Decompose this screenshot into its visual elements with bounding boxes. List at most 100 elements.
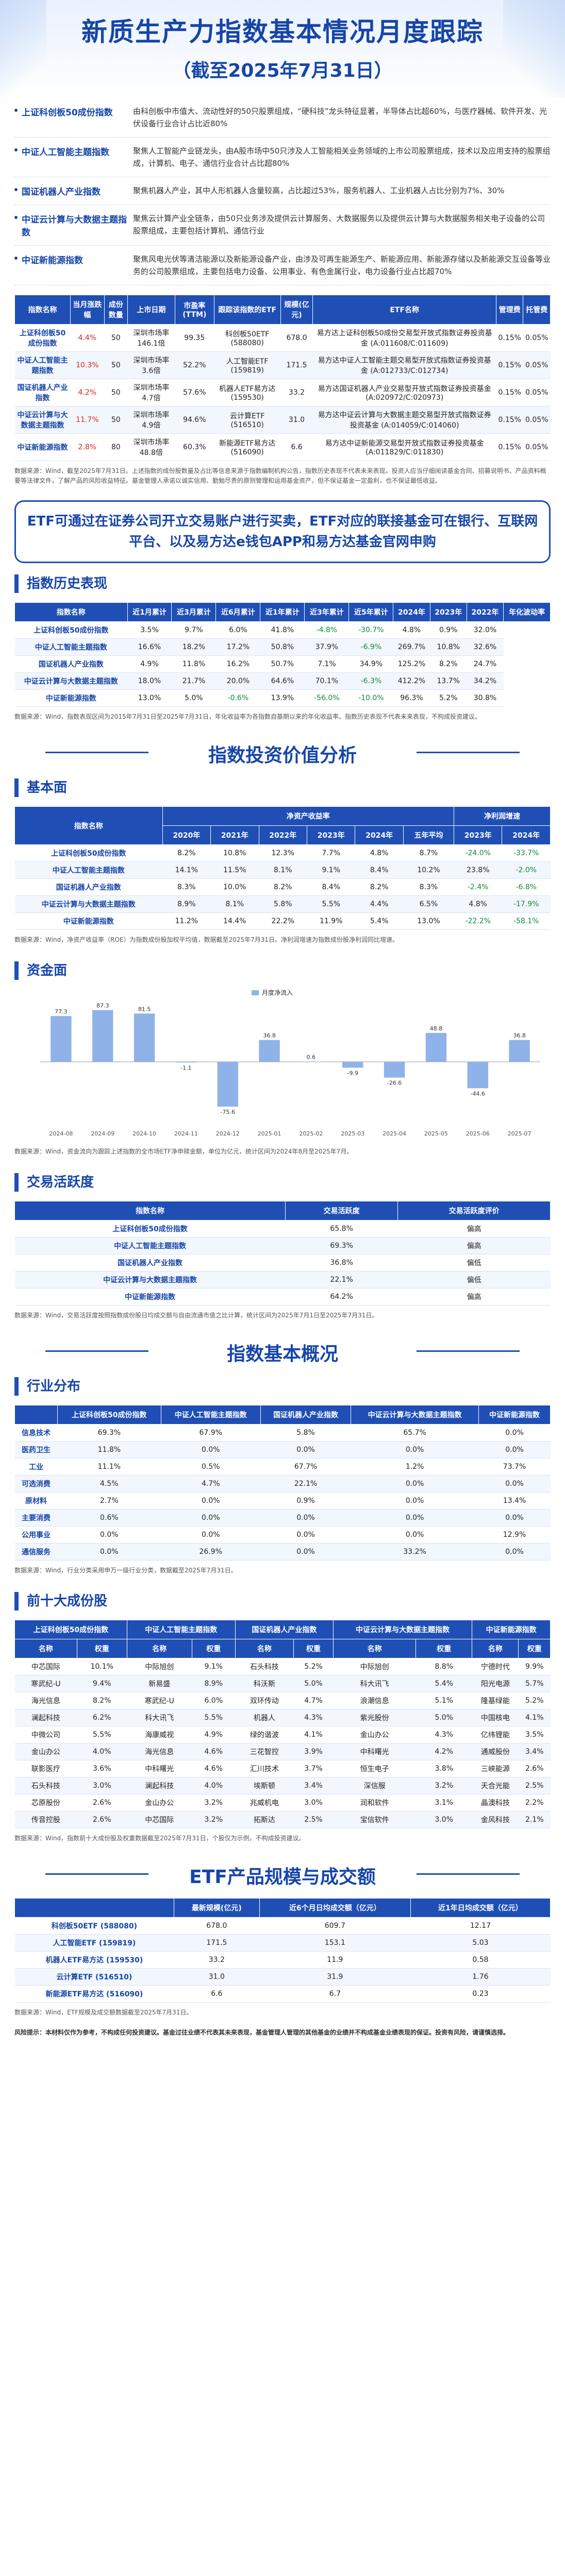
table-row: 寒武纪-U 9.4% 新易盛 8.9% 科沃斯 5.0% 科大讯飞 5.4% 阳光电源 5.7% [14,1675,551,1692]
table-header-cell: 指数名称 [14,295,71,325]
returns-table-wrap: 指数名称 净资产收益率 净利润增速 2020年 2021年 2022年 2023年 20… [0,806,565,930]
table-cell: 0.0% [260,1526,351,1544]
table-cell: 8.4% [355,861,404,879]
returns-note: 数据来源：Wind，净资产收益率（ROE）为指数成份股加权平均值，数据截至202… [14,936,398,943]
table-cell: 9.7% [171,621,216,639]
table-cell: 科沃斯 [235,1675,294,1692]
risk-disclaimer: 风险提示：本材料仅作为参考，不构成任何投资建议。基金过往业绩不代表其未来表现，基… [14,2029,510,2036]
table-row-name: 中证云计算与大数据主题指数 [14,895,163,913]
table-cell: 17.2% [215,638,260,656]
table-cell: 通威股份 [472,1743,519,1760]
table-cell: 67.9% [161,1424,261,1442]
table-cell: 深圳市场率 146.1倍 [127,324,175,352]
table-cell: 10.2% [403,861,454,879]
history-note: 数据来源：Wind，指数表现区间为2015年7月31日至2025年7月31日，年… [14,713,481,720]
table-row-name: 中证人工智能主题指数 [14,638,128,656]
etf-table: 最新规模(亿元) 近6个月日均成交额（亿元） 近1年日均成交额（亿元） 科创板50E… [14,1898,551,2003]
table-cell: 易方达中证云计算与大数据主题交易型开放式指数证券投资基金 (A:014059/C… [312,406,496,434]
table-cell: 3.6% [77,1760,127,1777]
table-cell: 20.0% [215,672,260,690]
table-cell: 64.2% [285,1288,398,1306]
table-cell: 金山办公 [14,1743,77,1760]
top10-sub-header-weight: 权重 [293,1639,334,1658]
table-cell: 11.8% [171,655,216,673]
top10-sub-header-name: 名称 [472,1639,519,1658]
table-header-cell: 中证云计算与大数据主题指数 [351,1405,479,1425]
table-cell: 中微公司 [14,1726,77,1743]
table-row: 公用事业 0.0% 0.0% 0.0% 0.0% 12.9% [14,1526,551,1544]
table-row-name: 上证科创板50成份指数 [14,1220,286,1238]
returns-year-header: 2023年 [453,825,503,845]
table-cell: 3.0% [416,1811,472,1828]
table-cell: 6.5% [403,895,454,913]
table-cell: 5.4% [416,1675,472,1692]
industry-table: 上证科创板50成份指数 中证人工智能主题指数 国证机器人产业指数 中证云计算与大数据主… [14,1405,551,1561]
table-cell: 4.4% [70,324,105,352]
table-cell: 3.0% [77,1777,127,1794]
table-header-cell: 近3月累计 [171,602,217,622]
table-cell: -6.8% [502,878,551,896]
table-row-name: 机器人ETF易方达 (159530) [14,1951,174,1969]
table-cell: 16.6% [127,638,172,656]
flow-category-label: 2024-11 [174,1130,198,1137]
top10-title: 前十大成份股 [14,1592,551,1611]
flow-bar-value-label: 36.8 [513,1032,526,1039]
value-analysis-title: 指数投资价值分析 [14,740,551,767]
table-cell: 7.7% [307,844,355,862]
table-cell: 10.3% [70,351,105,379]
table-cell: 8.1% [210,895,259,913]
table-cell: 5.2% [293,1658,334,1675]
table-cell: 绿的谐波 [235,1726,294,1743]
table-cell: 60.3% [175,433,214,461]
table-cell: 3.7% [293,1760,334,1777]
table-row: 芯原股份 2.6% 金山办公 3.2% 兆威机电 3.0% 润和软件 3.1% 晶澳科技 2.2% [14,1794,551,1811]
table-cell: 4.6% [192,1743,236,1760]
table-cell: 0.0% [161,1492,261,1510]
intro-row: 上证科创板50成份指数 由科创板中市值大、流动性好的50只股票组成，“硬科技”龙头… [14,98,551,138]
table-cell: 2.6% [77,1811,127,1828]
flow-bar-value-label: -1.1 [180,1064,191,1071]
table-row-name: 中证新能源指数 [14,1288,286,1306]
etf-table-wrap: 最新规模(亿元) 近6个月日均成交额（亿元） 近1年日均成交额（亿元） 科创板50E… [0,1898,565,2003]
table-cell: 晶澳科技 [472,1794,519,1811]
table-cell: 宝信软件 [333,1811,416,1828]
table-cell: 3.5% [127,621,172,639]
table-cell: 94.6% [175,406,214,434]
table-cell: 2.6% [518,1760,551,1777]
table-cell: 澜起科技 [14,1709,77,1726]
table-cell: -10.0% [348,689,393,707]
table-cell: 32.6% [467,638,504,656]
table-cell: 9.9% [518,1658,551,1675]
returns-year-header: 2024年 [502,825,551,845]
top10-sub-header-weight: 权重 [76,1639,127,1658]
flow-bar [467,1062,488,1089]
flow-category-label: 2025-02 [299,1130,323,1137]
table-cell: -17.9% [502,895,551,913]
table-cell: 机器人ETF易方达 (159530) [214,379,281,406]
table-cell: 0.05% [523,406,551,434]
table-row: 上证科创板50成份指数 4.4% 50 深圳市场率 146.1倍 99.35 科创板50E… [14,324,551,352]
table-cell: 13.7% [430,672,467,690]
flow-category-label: 2025-03 [341,1130,364,1137]
table-cell: 3.4% [518,1743,551,1760]
returns-table: 指数名称 净资产收益率 净利润增速 2020年 2021年 2022年 2023年 20… [14,806,551,930]
table-row: 国证机器人产业指数 8.3% 10.0% 8.2% 8.4% 8.2% 8.3% -2.4% -… [14,878,551,896]
table-cell: 9.1% [307,861,355,879]
intro-row: 中证人工智能主题指数 聚焦人工智能产业链龙头，由A股市场中50只涉及人工智能相关业… [14,138,551,177]
table-cell: 易方达国证机器人产业交易型开放式指数证券投资基金 (A:020972/C:020… [312,379,496,406]
table-cell: 65.8% [285,1220,398,1238]
table-cell: 深圳市场率 4.7倍 [127,379,175,406]
table-cell: 寒武纪-U [14,1675,77,1692]
legend-label: 月度净流入 [262,989,293,996]
table-cell: -6.3% [348,672,393,690]
flow-bar [259,1040,280,1062]
overview-table-wrap: 指数名称 当月涨跌幅 成份数量 上市日期 市盈率(TTM) 跟踪该指数的ETF 规模(亿元)… [0,295,565,461]
table-row-name: 原材料 [14,1492,58,1510]
table-cell: 4.7% [293,1692,334,1709]
legend-swatch [252,990,259,995]
table-cell: 偏低 [397,1254,551,1272]
top10-group-header: 中证新能源指数 [472,1620,551,1639]
intro-index-desc: 聚焦人工智能产业链龙头，由A股市场中50只涉及人工智能相关业务领域的上市公司股票… [133,146,551,168]
table-row: 上证科创板50成份指数 3.5% 9.7% 6.0% 41.8% -4.8% -30.7% 4… [14,621,551,639]
top10-sub-header-weight: 权重 [518,1639,551,1658]
